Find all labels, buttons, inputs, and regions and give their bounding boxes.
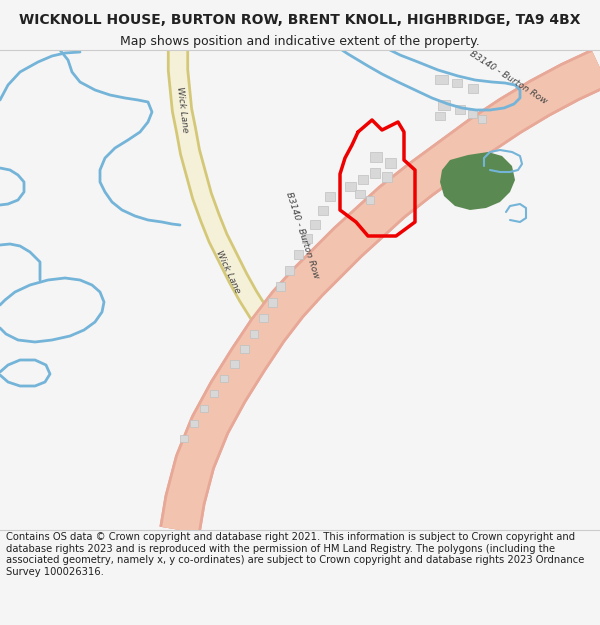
Polygon shape	[268, 298, 277, 307]
Polygon shape	[438, 100, 450, 110]
Polygon shape	[355, 190, 365, 198]
Polygon shape	[285, 266, 294, 275]
Polygon shape	[325, 192, 335, 201]
Text: B3140 - Burton Row: B3140 - Burton Row	[284, 191, 320, 279]
Polygon shape	[435, 112, 445, 120]
Polygon shape	[180, 435, 188, 442]
Polygon shape	[259, 314, 268, 322]
Polygon shape	[230, 360, 239, 368]
Polygon shape	[276, 282, 285, 291]
Polygon shape	[190, 420, 198, 427]
Text: Wick Lane: Wick Lane	[214, 249, 242, 295]
Text: B3140 - Burton Row: B3140 - Burton Row	[467, 49, 548, 106]
Polygon shape	[318, 206, 328, 215]
Polygon shape	[220, 375, 228, 382]
Polygon shape	[468, 84, 478, 93]
Polygon shape	[366, 196, 374, 204]
Polygon shape	[358, 175, 368, 184]
Polygon shape	[200, 405, 208, 412]
Text: Map shows position and indicative extent of the property.: Map shows position and indicative extent…	[120, 35, 480, 48]
Polygon shape	[468, 110, 477, 118]
Polygon shape	[370, 168, 380, 178]
Polygon shape	[452, 79, 462, 87]
Polygon shape	[382, 172, 392, 182]
Polygon shape	[310, 220, 320, 229]
Polygon shape	[370, 152, 382, 162]
Text: Wick Lane: Wick Lane	[175, 86, 189, 134]
Polygon shape	[435, 75, 448, 84]
Text: WICKNOLL HOUSE, BURTON ROW, BRENT KNOLL, HIGHBRIDGE, TA9 4BX: WICKNOLL HOUSE, BURTON ROW, BRENT KNOLL,…	[19, 12, 581, 26]
Polygon shape	[345, 182, 356, 191]
Polygon shape	[455, 105, 465, 114]
Polygon shape	[250, 330, 258, 338]
Polygon shape	[478, 115, 486, 123]
Polygon shape	[240, 345, 249, 353]
Polygon shape	[210, 390, 218, 397]
Text: Contains OS data © Crown copyright and database right 2021. This information is : Contains OS data © Crown copyright and d…	[6, 532, 584, 577]
Polygon shape	[294, 250, 303, 259]
Polygon shape	[385, 158, 396, 168]
Polygon shape	[440, 152, 515, 210]
Polygon shape	[302, 234, 312, 243]
